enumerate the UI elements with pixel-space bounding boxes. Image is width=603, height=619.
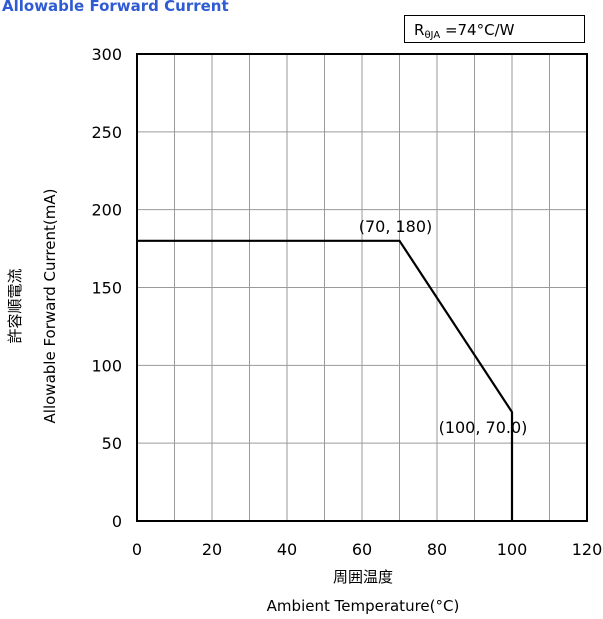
x-tick-label: 100 bbox=[497, 540, 528, 559]
x-tick-label: 120 bbox=[572, 540, 603, 559]
chart-annotations: (70, 180) (100, 70.0) bbox=[359, 217, 528, 437]
x-tick-label: 20 bbox=[202, 540, 222, 559]
annotation-knee-point: (70, 180) bbox=[359, 217, 433, 236]
x-tick-label: 60 bbox=[352, 540, 372, 559]
chart-grid bbox=[137, 54, 587, 521]
y-axis-label-jp: 許容順電流 bbox=[6, 268, 24, 343]
rth-subscript: θJA bbox=[424, 30, 441, 41]
x-tick-label: 40 bbox=[277, 540, 297, 559]
x-axis-label: Ambient Temperature(°C) bbox=[267, 597, 460, 615]
y-tick-label: 100 bbox=[91, 356, 122, 375]
x-axis-label-jp: 周囲温度 bbox=[333, 568, 393, 586]
y-tick-label: 50 bbox=[102, 434, 122, 453]
annotation-end-point: (100, 70.0) bbox=[439, 418, 528, 437]
plot-frame bbox=[136, 53, 588, 522]
y-axis-label: Allowable Forward Current(mA) bbox=[41, 189, 59, 424]
y-tick-label: 300 bbox=[91, 45, 122, 64]
rth-value: =74°C/W bbox=[440, 21, 515, 39]
thermal-resistance-box: RθJA =74°C/W bbox=[404, 15, 585, 43]
x-tick-label: 80 bbox=[427, 540, 447, 559]
derating-curve bbox=[137, 239, 514, 521]
chart-series bbox=[137, 239, 514, 521]
y-tick-label: 150 bbox=[91, 279, 122, 298]
y-tick-label: 0 bbox=[112, 512, 122, 531]
rth-symbol: R bbox=[414, 21, 425, 39]
x-tick-label: 0 bbox=[132, 540, 142, 559]
chart-title: Allowable Forward Current bbox=[2, 0, 229, 15]
y-tick-label: 200 bbox=[91, 201, 122, 220]
y-tick-label: 250 bbox=[91, 123, 122, 142]
chart-tick-labels: 0 20 40 60 80 100 120 0 50 100 150 200 250 300 bbox=[91, 45, 602, 559]
